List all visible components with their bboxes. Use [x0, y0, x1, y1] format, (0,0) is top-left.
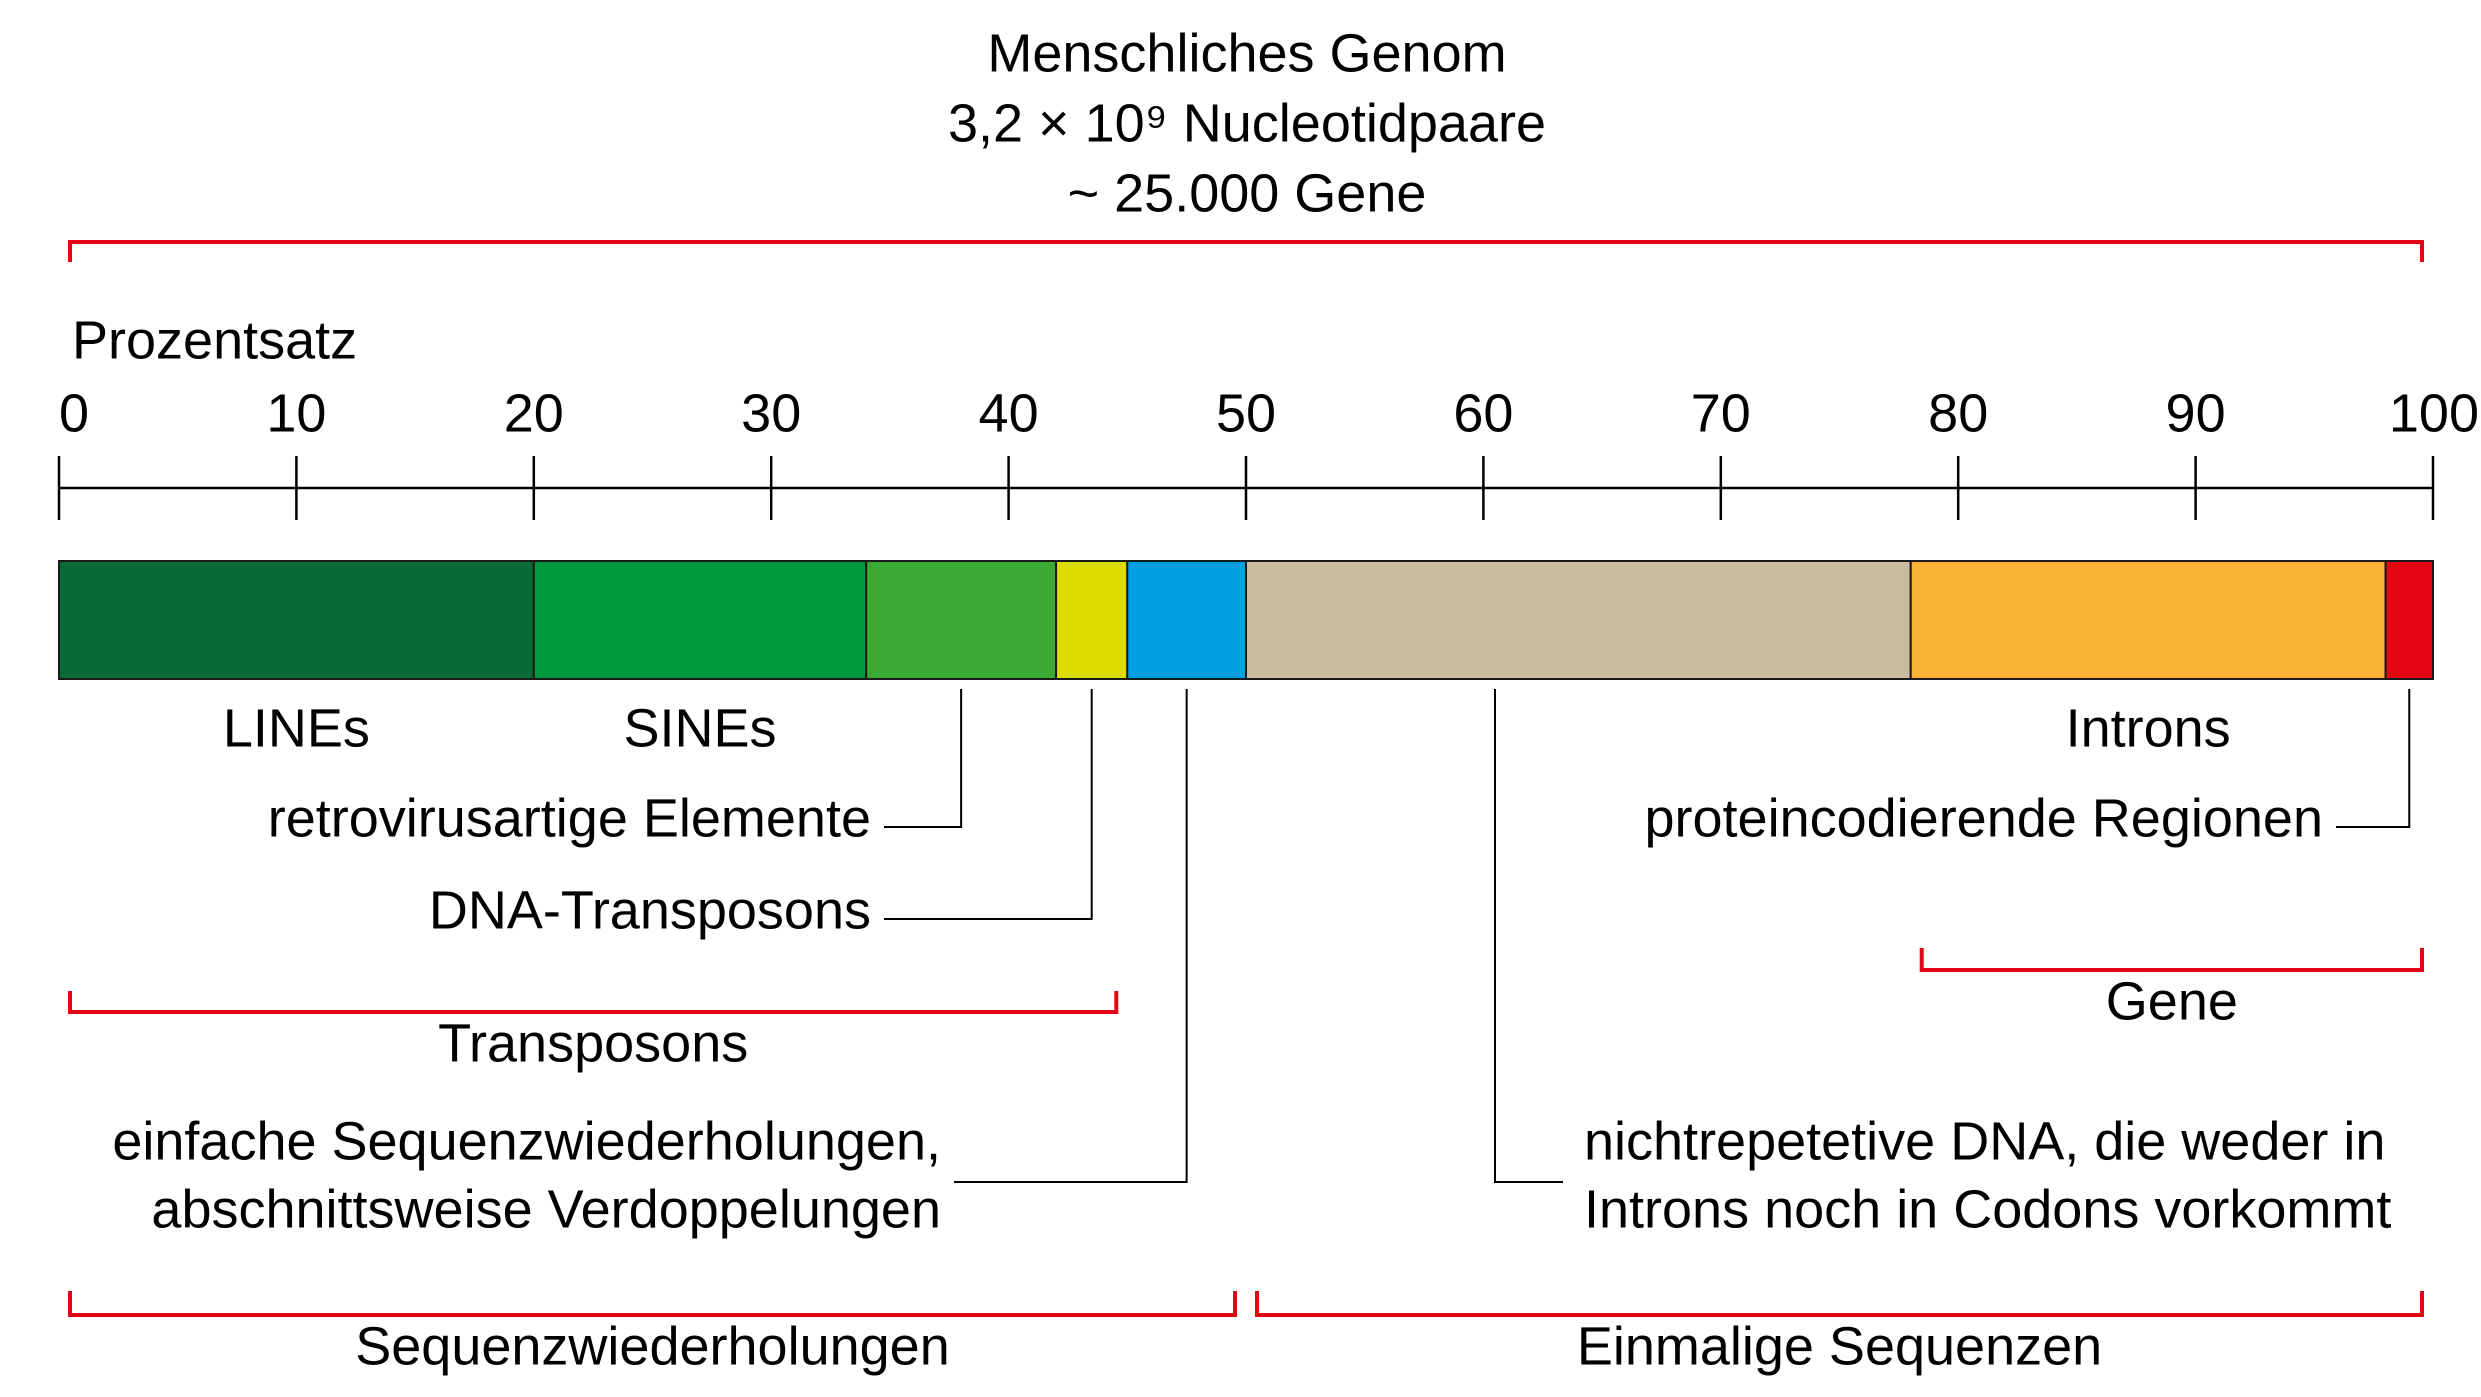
segment-label: SINEs: [623, 698, 776, 758]
leader-line: [2336, 689, 2411, 828]
bracket: [1919, 948, 2424, 972]
leader-line: [1494, 689, 1563, 1183]
x-tick-label: 20: [504, 383, 564, 443]
segment-label: einfache Sequenzwiederholungen,: [112, 1111, 941, 1171]
x-tick-label: 100: [2389, 383, 2479, 443]
bracket-label: Transposons: [438, 1013, 748, 1073]
bar-segment: [58, 560, 535, 680]
segment-label: abschnittsweise Verdoppelungen: [151, 1179, 941, 1239]
bracket-label: Gene: [2106, 971, 2238, 1031]
title-line: ~ 25.000 Gene: [1068, 163, 1427, 223]
segment-label: Introns noch in Codons vorkommt: [1584, 1179, 2391, 1239]
bar-segment: [1126, 560, 1248, 680]
x-tick-label: 70: [1691, 383, 1751, 443]
x-tick-label: 60: [1453, 383, 1513, 443]
leader-line: [884, 689, 1093, 920]
bracket-label: Sequenzwiederholungen: [355, 1316, 949, 1376]
bracket: [1255, 1291, 2424, 1317]
title-line: 3,2 × 10⁹ Nucleotidpaare: [948, 93, 1546, 153]
x-tick-label: 90: [2166, 383, 2226, 443]
segment-label: LINEs: [223, 698, 370, 758]
bracket-label: Einmalige Sequenzen: [1577, 1316, 2102, 1376]
bar-segment: [532, 560, 868, 680]
bracket: [68, 1291, 1237, 1317]
bar-segment: [1245, 560, 1912, 680]
x-tick-label: 40: [979, 383, 1039, 443]
segment-label: Introns: [2066, 698, 2231, 758]
leader-line: [954, 689, 1188, 1183]
bar-segment: [1909, 560, 2387, 680]
bar-segment: [1055, 560, 1129, 680]
x-tick-label: 50: [1216, 383, 1276, 443]
bar-segment: [865, 560, 1058, 680]
title-line: Menschliches Genom: [987, 23, 1506, 83]
x-tick-label: 30: [741, 383, 801, 443]
bracket: [68, 991, 1119, 1014]
leader-line: [884, 689, 963, 828]
x-tick-label: 0: [59, 383, 89, 443]
segment-label: proteincodierende Regionen: [1644, 788, 2323, 848]
axis-label: Prozentsatz: [72, 310, 357, 370]
x-tick-label: 10: [266, 383, 326, 443]
genome-bracket: [68, 240, 2424, 262]
segment-label: nichtrepetetive DNA, die weder in: [1584, 1111, 2385, 1171]
segment-label: DNA-Transposons: [429, 880, 871, 940]
x-tick-label: 80: [1928, 383, 1988, 443]
bar-segment: [2384, 560, 2435, 680]
segment-label: retrovirusartige Elemente: [268, 788, 871, 848]
